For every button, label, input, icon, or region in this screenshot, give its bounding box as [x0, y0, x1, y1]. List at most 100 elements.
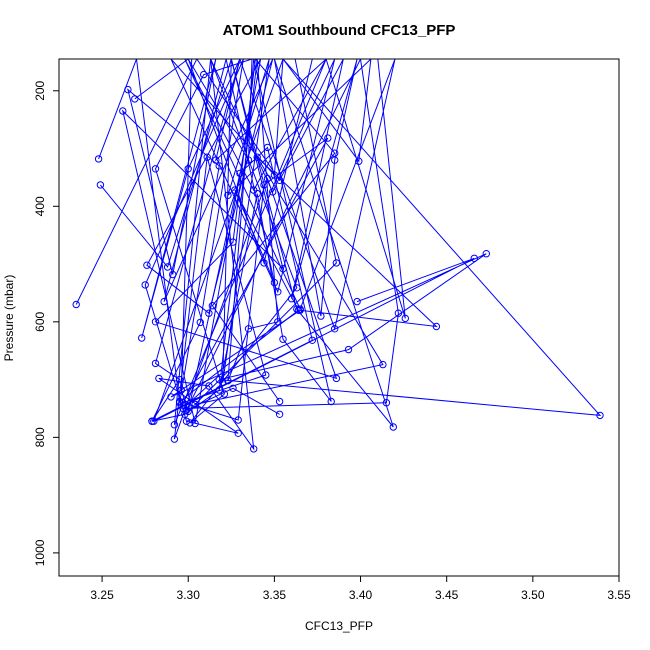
data-point	[250, 445, 258, 453]
series-line	[75, 59, 399, 422]
data-point	[234, 429, 242, 437]
data-point	[160, 297, 168, 306]
data-point	[205, 309, 213, 317]
x-tick-label: 3.35	[263, 588, 287, 602]
data-point	[332, 374, 341, 383]
data-point	[131, 95, 139, 103]
data-point	[96, 181, 105, 189]
data-point	[250, 186, 258, 194]
series-line	[100, 59, 338, 440]
x-tick-label: 3.25	[90, 588, 114, 602]
data-point	[167, 393, 175, 401]
data-point	[389, 423, 397, 431]
series-line	[134, 59, 442, 428]
data-point	[119, 107, 127, 115]
data-point	[205, 382, 213, 390]
data-point	[279, 335, 287, 343]
axis-layer: 3.25 3.30 3.35 3.40 3.45 3.50 3.55 200 400 600 800…	[33, 80, 631, 602]
x-tick-label: 3.30	[177, 588, 201, 602]
data-point	[482, 250, 490, 258]
data-point	[253, 153, 261, 161]
data-point	[296, 306, 304, 314]
data-point	[379, 360, 387, 369]
data-point	[331, 156, 339, 164]
data-point	[215, 162, 223, 170]
series-line	[152, 59, 602, 423]
data-point	[170, 435, 179, 443]
data-point	[596, 411, 604, 420]
data-point	[138, 334, 146, 342]
data-point	[274, 288, 282, 296]
data-point	[212, 156, 220, 164]
data-point	[470, 254, 478, 262]
data-point	[229, 384, 237, 392]
y-tick-label: 200	[33, 80, 47, 100]
data-point	[331, 325, 339, 333]
data-point	[344, 345, 353, 354]
data-point	[72, 300, 80, 309]
data-point	[269, 188, 277, 196]
data-point	[432, 322, 441, 331]
data-point	[224, 191, 232, 200]
data-point	[270, 171, 279, 179]
data-point	[203, 153, 211, 161]
y-tick-label: 800	[33, 427, 47, 447]
data-point	[332, 259, 341, 267]
x-axis-label: CFC13_PFP	[305, 619, 373, 633]
data-point	[200, 70, 208, 79]
data-point	[94, 155, 103, 163]
data-point	[191, 419, 199, 428]
data-point	[401, 314, 409, 323]
data-point	[124, 85, 132, 94]
data-point	[293, 284, 301, 292]
data-point	[262, 371, 270, 379]
data-point	[150, 417, 158, 425]
data-point	[151, 318, 160, 326]
data-point	[191, 400, 199, 409]
data-point	[327, 397, 335, 406]
x-tick-label: 3.50	[521, 588, 545, 602]
data-point	[143, 261, 151, 269]
data-point	[308, 336, 316, 344]
data-point	[270, 278, 279, 287]
data-point	[186, 419, 194, 427]
data-point	[184, 165, 192, 173]
x-tick-label: 3.55	[607, 588, 631, 602]
data-point	[275, 397, 284, 406]
data-point	[151, 359, 160, 368]
data-point	[163, 263, 172, 271]
series-1	[72, 59, 403, 425]
x-tick-label: 3.40	[349, 588, 373, 602]
data-point	[234, 416, 242, 424]
data-point	[331, 149, 339, 157]
data-point	[151, 165, 160, 173]
data-point	[353, 297, 361, 306]
data-point	[260, 259, 268, 267]
data-point	[355, 157, 363, 165]
plot-frame	[58, 58, 620, 577]
chart-title: ATOM1 Southbound CFC13_PFP	[223, 22, 456, 39]
series-4	[131, 59, 442, 431]
data-point	[196, 318, 205, 327]
x-tick-label: 3.45	[435, 588, 459, 602]
data-point	[141, 281, 149, 289]
y-tick-label: 1000	[33, 539, 47, 566]
data-point	[182, 417, 191, 425]
series-line	[98, 59, 298, 451]
y-axis-label: Pressure (mbar)	[2, 275, 16, 362]
data-point	[324, 134, 332, 142]
data-point	[220, 390, 229, 398]
y-tick-label: 600	[33, 312, 47, 332]
data-point	[260, 181, 268, 189]
data-point	[208, 302, 217, 310]
y-tick-label: 400	[33, 196, 47, 216]
data-point	[275, 410, 284, 418]
data-point	[229, 238, 237, 246]
series-layer	[72, 59, 604, 453]
data-point	[155, 374, 163, 383]
series-5	[150, 59, 604, 425]
data-point	[215, 375, 223, 384]
data-point	[170, 421, 179, 429]
